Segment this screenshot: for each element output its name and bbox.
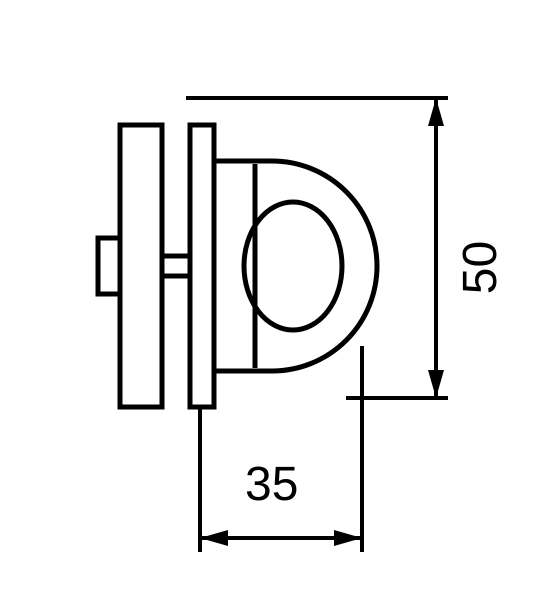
right-plate xyxy=(190,125,214,407)
dim-35-arrow-left xyxy=(200,530,228,546)
knob-body xyxy=(214,161,377,371)
dim-35-arrow-right xyxy=(334,530,362,546)
technical-drawing xyxy=(0,0,555,603)
dim-50-arrow-bottom xyxy=(428,370,444,398)
dimension-35-label: 35 xyxy=(245,457,298,512)
dimension-50-label: 50 xyxy=(453,241,508,294)
connector-rod xyxy=(162,256,190,276)
left-plate xyxy=(120,125,162,407)
spindle-stub xyxy=(98,238,120,294)
dim-50-arrow-top xyxy=(428,98,444,126)
